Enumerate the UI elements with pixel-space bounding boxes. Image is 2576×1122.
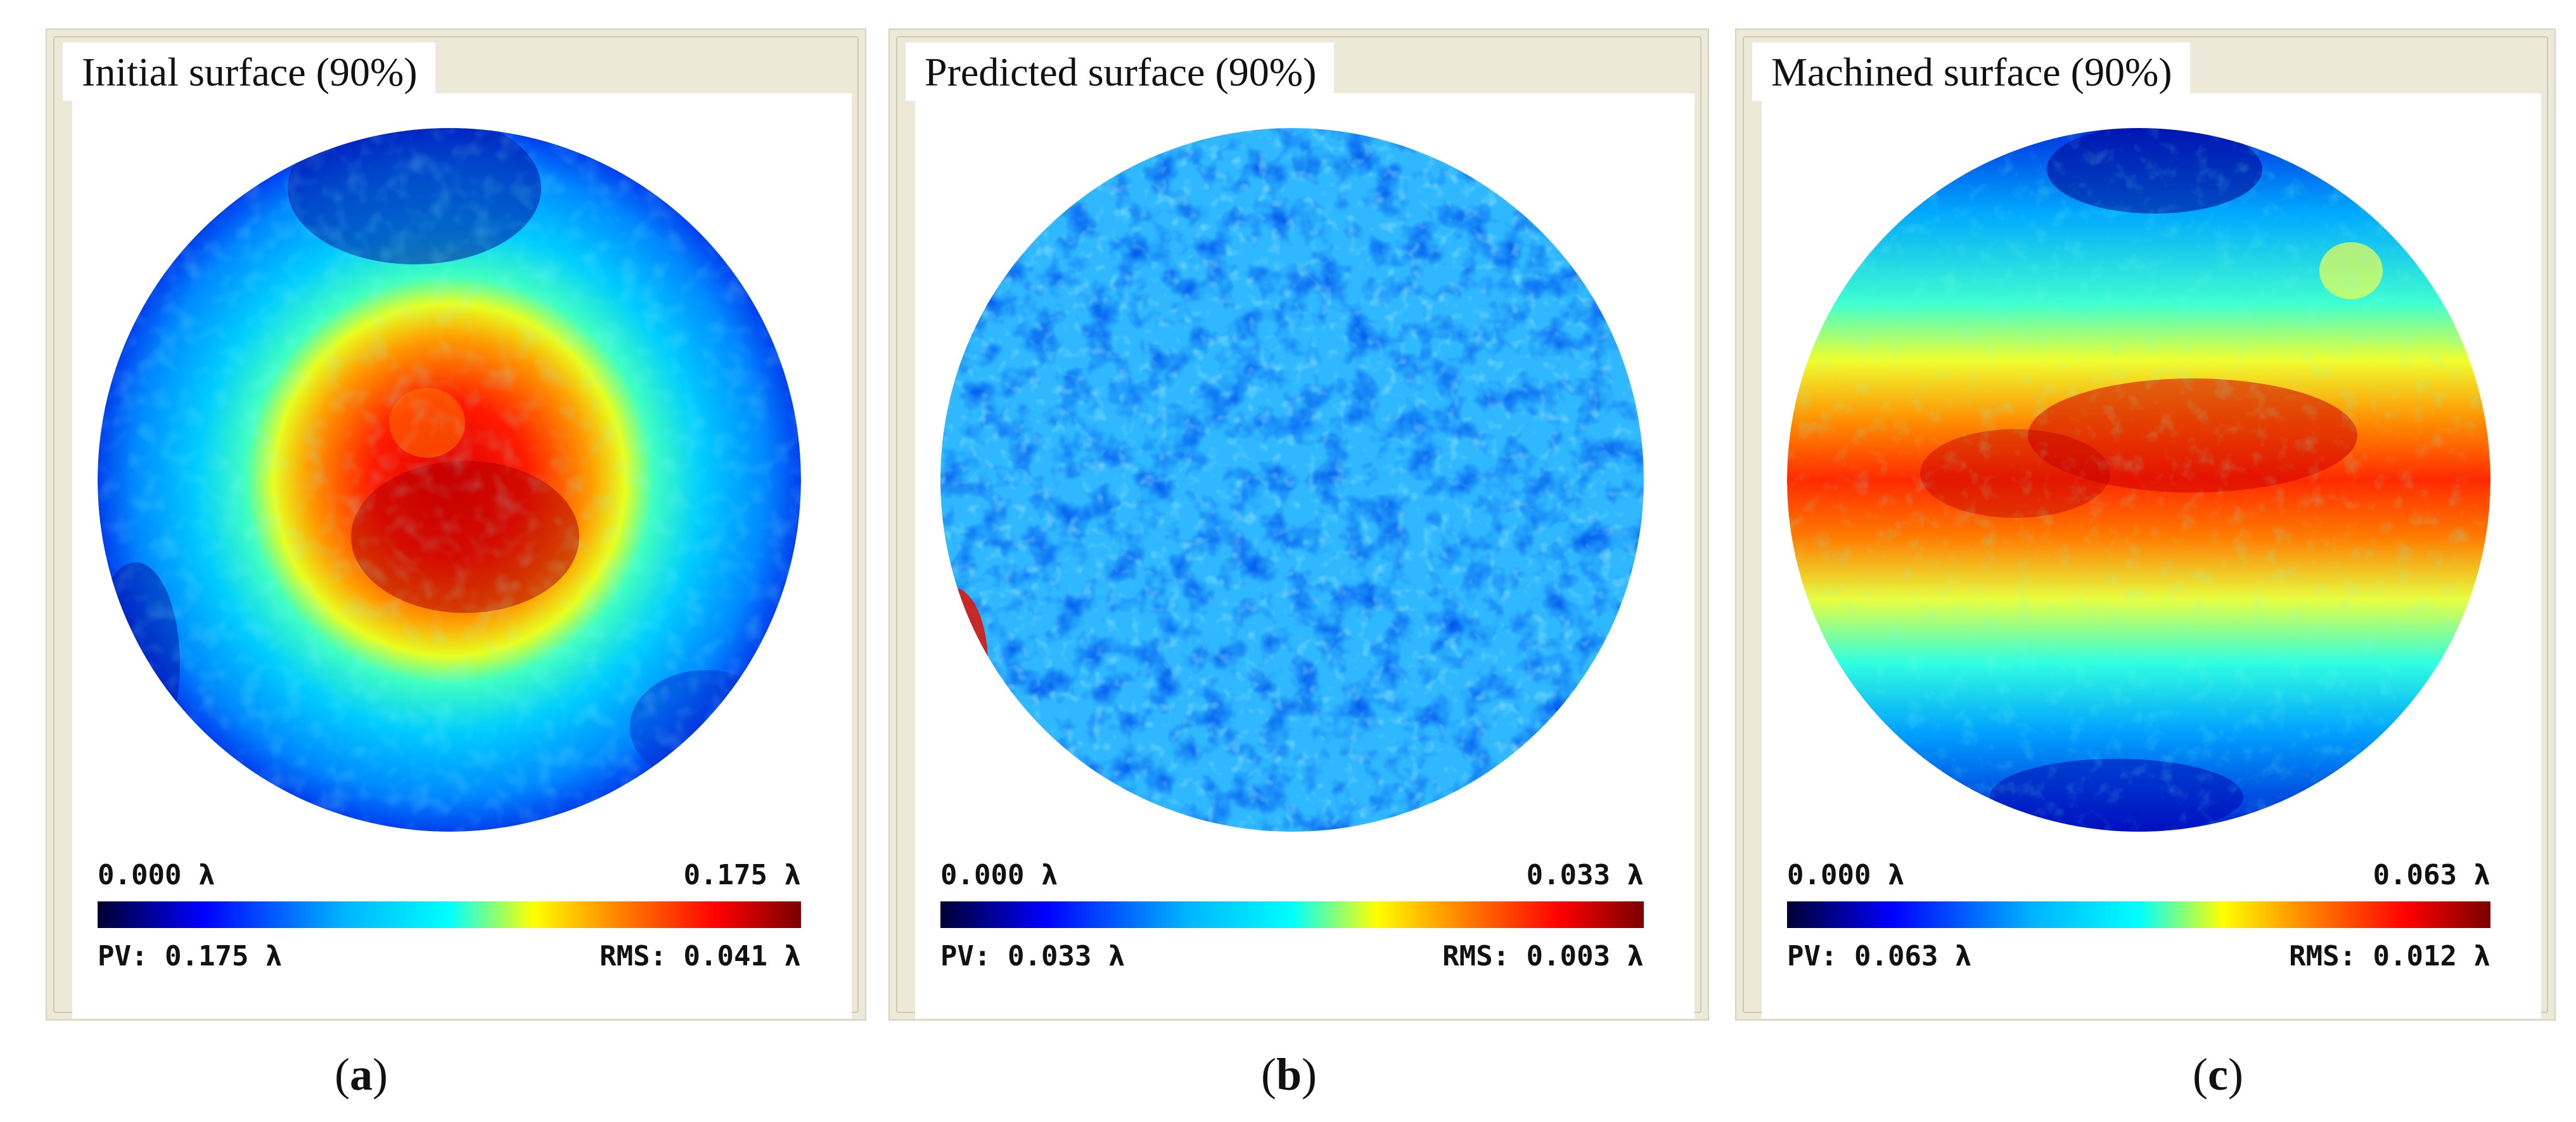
pv-label: PV: 0.063 λ <box>1787 940 1972 972</box>
panel-b: 0.000 λ 0.033 λ PV: 0.033 λ RMS: 0.003 λ… <box>888 29 1709 1021</box>
scale-min-label: 0.000 λ <box>1787 859 1905 891</box>
rms-label: RMS: 0.041 λ <box>599 940 801 972</box>
surface-map-b <box>940 128 1644 928</box>
panel-window: 0.000 λ 0.175 λ PV: 0.175 λ RMS: 0.041 λ… <box>46 29 866 1021</box>
caption-c: (c) <box>2193 1049 2243 1100</box>
caption-b: (b) <box>1261 1049 1317 1100</box>
colorbar <box>98 901 801 928</box>
plot-area: 0.000 λ 0.063 λ PV: 0.063 λ RMS: 0.012 λ <box>1762 93 2541 1019</box>
scale-max-label: 0.063 λ <box>2373 859 2490 891</box>
surface-map-a <box>98 128 801 928</box>
colorbar <box>1787 901 2490 928</box>
panel-title: Initial surface (90%) <box>63 42 435 101</box>
colorbar <box>940 901 1644 928</box>
panel-a: 0.000 λ 0.175 λ PV: 0.175 λ RMS: 0.041 λ… <box>46 29 866 1021</box>
plot-area: 0.000 λ 0.033 λ PV: 0.033 λ RMS: 0.003 λ <box>915 93 1695 1019</box>
panel-window: 0.000 λ 0.033 λ PV: 0.033 λ RMS: 0.003 λ… <box>888 29 1709 1021</box>
surface-b <box>940 128 1644 832</box>
panel-c: 0.000 λ 0.063 λ PV: 0.063 λ RMS: 0.012 λ… <box>1735 29 2556 1021</box>
panel-title: Predicted surface (90%) <box>906 42 1335 101</box>
caption-letter: c <box>2207 1049 2228 1100</box>
caption-letter: b <box>1276 1049 1302 1100</box>
panel-title: Machined surface (90%) <box>1752 42 2190 101</box>
caption-a: (a) <box>335 1049 388 1100</box>
plot-area: 0.000 λ 0.175 λ PV: 0.175 λ RMS: 0.041 λ <box>72 93 852 1019</box>
scale-max-label: 0.033 λ <box>1526 859 1644 891</box>
caption-letter: a <box>349 1049 373 1100</box>
pv-label: PV: 0.033 λ <box>940 940 1125 972</box>
rms-label: RMS: 0.003 λ <box>1442 940 1644 972</box>
scale-min-label: 0.000 λ <box>98 859 215 891</box>
scale-max-label: 0.175 λ <box>683 859 801 891</box>
scale-min-label: 0.000 λ <box>940 859 1058 891</box>
surface-c <box>1787 128 2490 832</box>
surface-map-c <box>1787 128 2490 928</box>
rms-label: RMS: 0.012 λ <box>2289 940 2490 972</box>
pv-label: PV: 0.175 λ <box>98 940 283 972</box>
panel-window: 0.000 λ 0.063 λ PV: 0.063 λ RMS: 0.012 λ… <box>1735 29 2556 1021</box>
